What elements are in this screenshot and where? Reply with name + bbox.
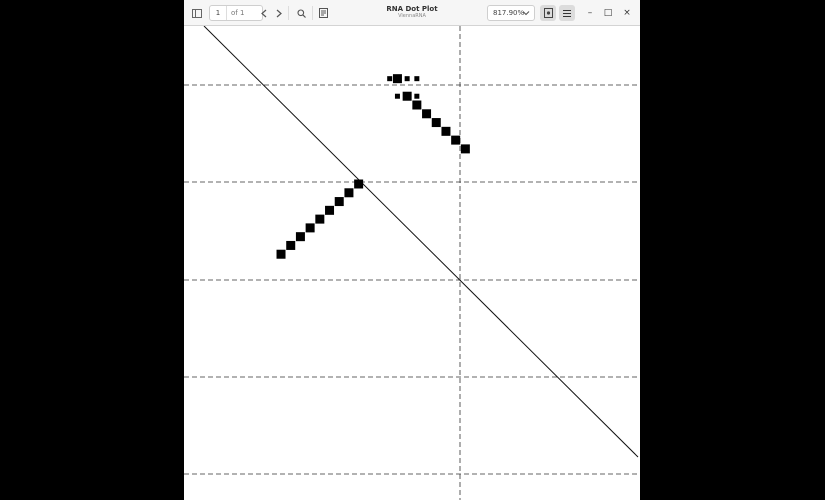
- upper-probability-square: [441, 126, 451, 136]
- page-of-label: of 1: [231, 9, 245, 17]
- diagonal-line: [203, 25, 639, 458]
- document-page: [184, 25, 640, 500]
- document-subtitle: ViennaRNA: [398, 13, 426, 19]
- header-bar: 1 of 1 RNA Dot Plot ViennaRNA 817.90%: [184, 0, 640, 26]
- hamburger-menu-icon[interactable]: [559, 5, 575, 21]
- minimize-button[interactable]: –: [587, 8, 593, 18]
- lower-mfe-square: [315, 214, 325, 224]
- page-view-icon[interactable]: [540, 5, 556, 21]
- toolbar-separator: [288, 6, 289, 20]
- lower-mfe-square: [344, 188, 354, 198]
- document-edit-icon[interactable]: [316, 5, 330, 21]
- upper-probability-square: [387, 76, 393, 82]
- chevron-left-icon[interactable]: [258, 5, 270, 21]
- lower-mfe-square: [305, 223, 315, 233]
- pdf-viewer-window: 1 of 1 RNA Dot Plot ViennaRNA 817.90%: [184, 0, 640, 500]
- chevron-down-icon: [522, 9, 530, 19]
- toolbar-separator: [312, 6, 313, 20]
- lower-mfe-square: [295, 232, 305, 242]
- lower-mfe-square: [325, 205, 335, 215]
- maximize-button[interactable]: □: [603, 8, 613, 18]
- zoom-value: 817.90%: [493, 9, 525, 17]
- upper-probability-square: [431, 118, 441, 128]
- upper-probability-square: [422, 109, 432, 119]
- upper-probability-square: [460, 144, 470, 154]
- page-number-field[interactable]: 1 of 1: [209, 5, 263, 21]
- document-title: RNA Dot Plot: [386, 5, 438, 13]
- search-icon[interactable]: [294, 5, 308, 21]
- upper-probability-square: [414, 93, 420, 99]
- zoom-select[interactable]: 817.90%: [487, 5, 535, 21]
- dot-plot: [184, 25, 640, 500]
- close-button[interactable]: ×: [623, 8, 631, 18]
- lower-mfe-square: [334, 197, 344, 207]
- chevron-right-icon[interactable]: [273, 5, 285, 21]
- lower-mfe-square: [286, 240, 296, 250]
- lower-mfe-square: [276, 249, 286, 259]
- upper-probability-square: [394, 93, 400, 99]
- page-current[interactable]: 1: [210, 6, 227, 20]
- upper-probability-square: [412, 100, 422, 110]
- upper-probability-square: [392, 74, 402, 84]
- lower-mfe-square: [354, 179, 364, 189]
- upper-probability-square: [451, 135, 461, 145]
- upper-probability-square: [402, 91, 412, 101]
- upper-probability-square: [404, 76, 410, 82]
- sidebar-toggle-icon[interactable]: [190, 5, 204, 21]
- upper-probability-square: [414, 76, 420, 82]
